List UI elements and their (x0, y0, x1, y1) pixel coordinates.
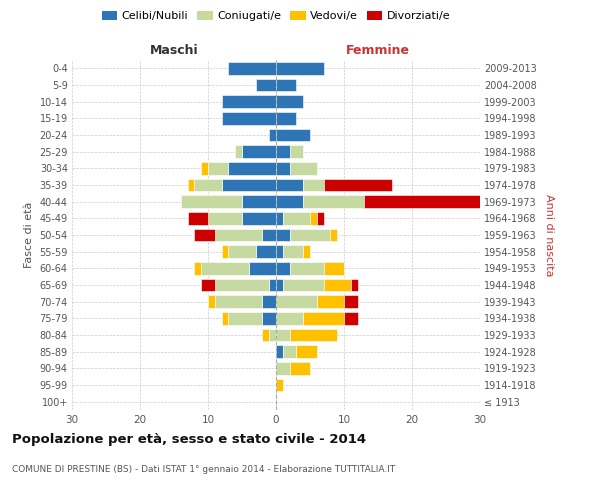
Bar (276, 379, 283, 391)
Y-axis label: Fasce di età: Fasce di età (24, 202, 34, 268)
Bar (229, 162, 276, 174)
Y-axis label: Anni di nascita: Anni di nascita (544, 194, 554, 276)
Bar (290, 362, 310, 374)
Bar (276, 246, 283, 258)
Bar (283, 246, 303, 258)
Text: COMUNE DI PRESTINE (BS) - Dati ISTAT 1° gennaio 2014 - Elaborazione TUTTITALIA.I: COMUNE DI PRESTINE (BS) - Dati ISTAT 1° … (12, 466, 395, 474)
Bar (283, 212, 310, 224)
Bar (276, 262, 290, 274)
Bar (269, 279, 276, 291)
Bar (229, 246, 256, 258)
Bar (249, 262, 276, 274)
Bar (276, 62, 323, 74)
Bar (215, 229, 262, 241)
Bar (290, 146, 303, 158)
Bar (221, 96, 276, 108)
Bar (262, 312, 276, 324)
Bar (194, 229, 215, 241)
Bar (331, 229, 337, 241)
Bar (290, 229, 331, 241)
Bar (303, 246, 310, 258)
Bar (201, 279, 215, 291)
Bar (364, 196, 500, 208)
Bar (269, 329, 276, 341)
Bar (276, 279, 283, 291)
Bar (269, 129, 276, 141)
Bar (208, 296, 215, 308)
Bar (276, 312, 303, 324)
Bar (276, 229, 290, 241)
Bar (235, 146, 242, 158)
Bar (181, 196, 242, 208)
Bar (344, 296, 358, 308)
Text: Popolazione per età, sesso e stato civile - 2014: Popolazione per età, sesso e stato civil… (12, 432, 366, 446)
Bar (221, 179, 276, 192)
Bar (262, 329, 269, 341)
Bar (276, 296, 317, 308)
Bar (317, 296, 344, 308)
Bar (283, 279, 323, 291)
Legend: Celibi/Nubili, Coniugati/e, Vedovi/e, Divorziati/e: Celibi/Nubili, Coniugati/e, Vedovi/e, Di… (97, 6, 455, 25)
Bar (296, 346, 317, 358)
Bar (303, 196, 364, 208)
Text: Femmine: Femmine (346, 44, 410, 57)
Bar (276, 162, 290, 174)
Bar (208, 212, 242, 224)
Bar (310, 212, 317, 224)
Bar (188, 179, 194, 192)
Bar (323, 262, 344, 274)
Bar (276, 129, 310, 141)
Bar (188, 212, 208, 224)
Bar (201, 262, 249, 274)
Bar (194, 179, 221, 192)
Bar (215, 296, 262, 308)
Bar (208, 162, 229, 174)
Bar (242, 146, 276, 158)
Bar (276, 196, 303, 208)
Bar (229, 62, 276, 74)
Bar (221, 246, 229, 258)
Bar (283, 346, 296, 358)
Bar (303, 179, 323, 192)
Bar (317, 212, 323, 224)
Bar (276, 362, 290, 374)
Bar (276, 79, 296, 92)
Bar (303, 312, 344, 324)
Bar (276, 179, 303, 192)
Bar (323, 179, 392, 192)
Bar (276, 346, 283, 358)
Bar (262, 229, 276, 241)
Bar (229, 312, 262, 324)
Bar (290, 262, 323, 274)
Bar (242, 212, 276, 224)
Bar (351, 279, 358, 291)
Bar (276, 96, 303, 108)
Bar (290, 162, 317, 174)
Bar (194, 262, 201, 274)
Bar (323, 279, 351, 291)
Bar (215, 279, 269, 291)
Bar (276, 112, 296, 124)
Bar (201, 162, 208, 174)
Bar (221, 112, 276, 124)
Bar (290, 329, 337, 341)
Bar (276, 212, 283, 224)
Bar (256, 246, 276, 258)
Bar (276, 146, 290, 158)
Bar (276, 329, 290, 341)
Bar (344, 312, 358, 324)
Bar (262, 296, 276, 308)
Bar (256, 79, 276, 92)
Text: Maschi: Maschi (149, 44, 199, 57)
Bar (221, 312, 229, 324)
Bar (242, 196, 276, 208)
